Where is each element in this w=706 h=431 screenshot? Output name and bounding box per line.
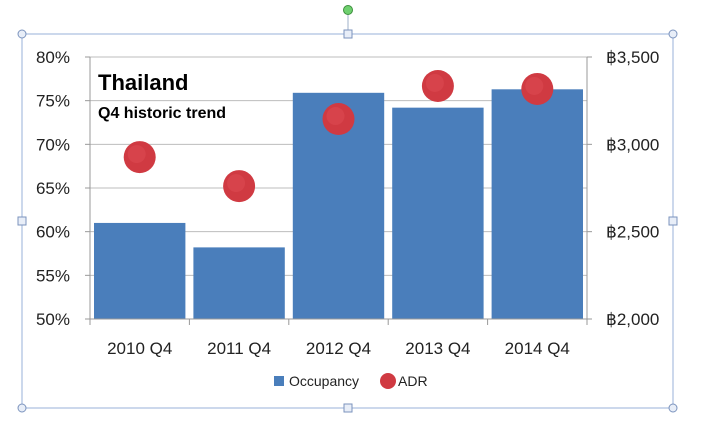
resize-handle-right[interactable] — [668, 216, 678, 226]
resize-handle-bottom-right[interactable] — [668, 403, 678, 413]
resize-handle-bottom-left[interactable] — [17, 403, 27, 413]
resize-handle-top-left[interactable] — [17, 29, 27, 39]
right-axis-tick-label: ฿3,000 — [606, 135, 659, 154]
left-axis-tick-label: 60% — [36, 223, 70, 242]
right-axis-tick-label: ฿2,500 — [606, 223, 659, 242]
left-axis-tick-label: 55% — [36, 266, 70, 285]
left-axis-tick-label: 75% — [36, 92, 70, 111]
resize-handle-top-right[interactable] — [668, 29, 678, 39]
selection-frame[interactable] — [17, 5, 678, 413]
left-axis-tick-label: 80% — [36, 48, 70, 67]
legend-adr-swatch — [380, 373, 396, 389]
resize-handle-left[interactable] — [17, 216, 27, 226]
point-adr-highlight — [127, 145, 146, 164]
legend-occupancy-swatch — [274, 376, 284, 386]
legend-occupancy-label: Occupancy — [289, 373, 359, 389]
x-axis-tick-label: 2013 Q4 — [405, 339, 470, 358]
x-axis-tick-label: 2010 Q4 — [107, 339, 172, 358]
legend-adr-label: ADR — [398, 373, 428, 389]
point-adr-highlight — [425, 73, 444, 92]
point-adr-highlight — [326, 107, 345, 126]
legend: Occupancy ADR — [274, 373, 428, 389]
resize-handle-bottom[interactable] — [343, 403, 353, 413]
left-axis-tick-label: 70% — [36, 135, 70, 154]
left-axis-tick-label: 50% — [36, 310, 70, 329]
x-axis-tick-label: 2014 Q4 — [505, 339, 570, 358]
chart-title: Thailand — [98, 70, 188, 95]
bar-occupancy-0 — [94, 222, 186, 319]
bar-occupancy-3 — [392, 107, 484, 319]
resize-handle-top[interactable] — [343, 29, 353, 39]
x-axis-tick-label: 2011 Q4 — [207, 339, 271, 358]
rotate-handle[interactable] — [343, 5, 353, 15]
point-adr-highlight — [227, 174, 246, 193]
left-axis-tick-label: 65% — [36, 179, 70, 198]
chart-subtitle: Q4 historic trend — [98, 105, 226, 122]
bar-occupancy-1 — [193, 247, 285, 319]
x-axis-tick-label: 2012 Q4 — [306, 339, 371, 358]
point-adr-highlight — [525, 76, 544, 95]
bar-occupancy-4 — [491, 89, 583, 320]
right-axis-tick-label: ฿3,500 — [606, 48, 659, 67]
right-axis-tick-label: ฿2,000 — [606, 310, 659, 329]
